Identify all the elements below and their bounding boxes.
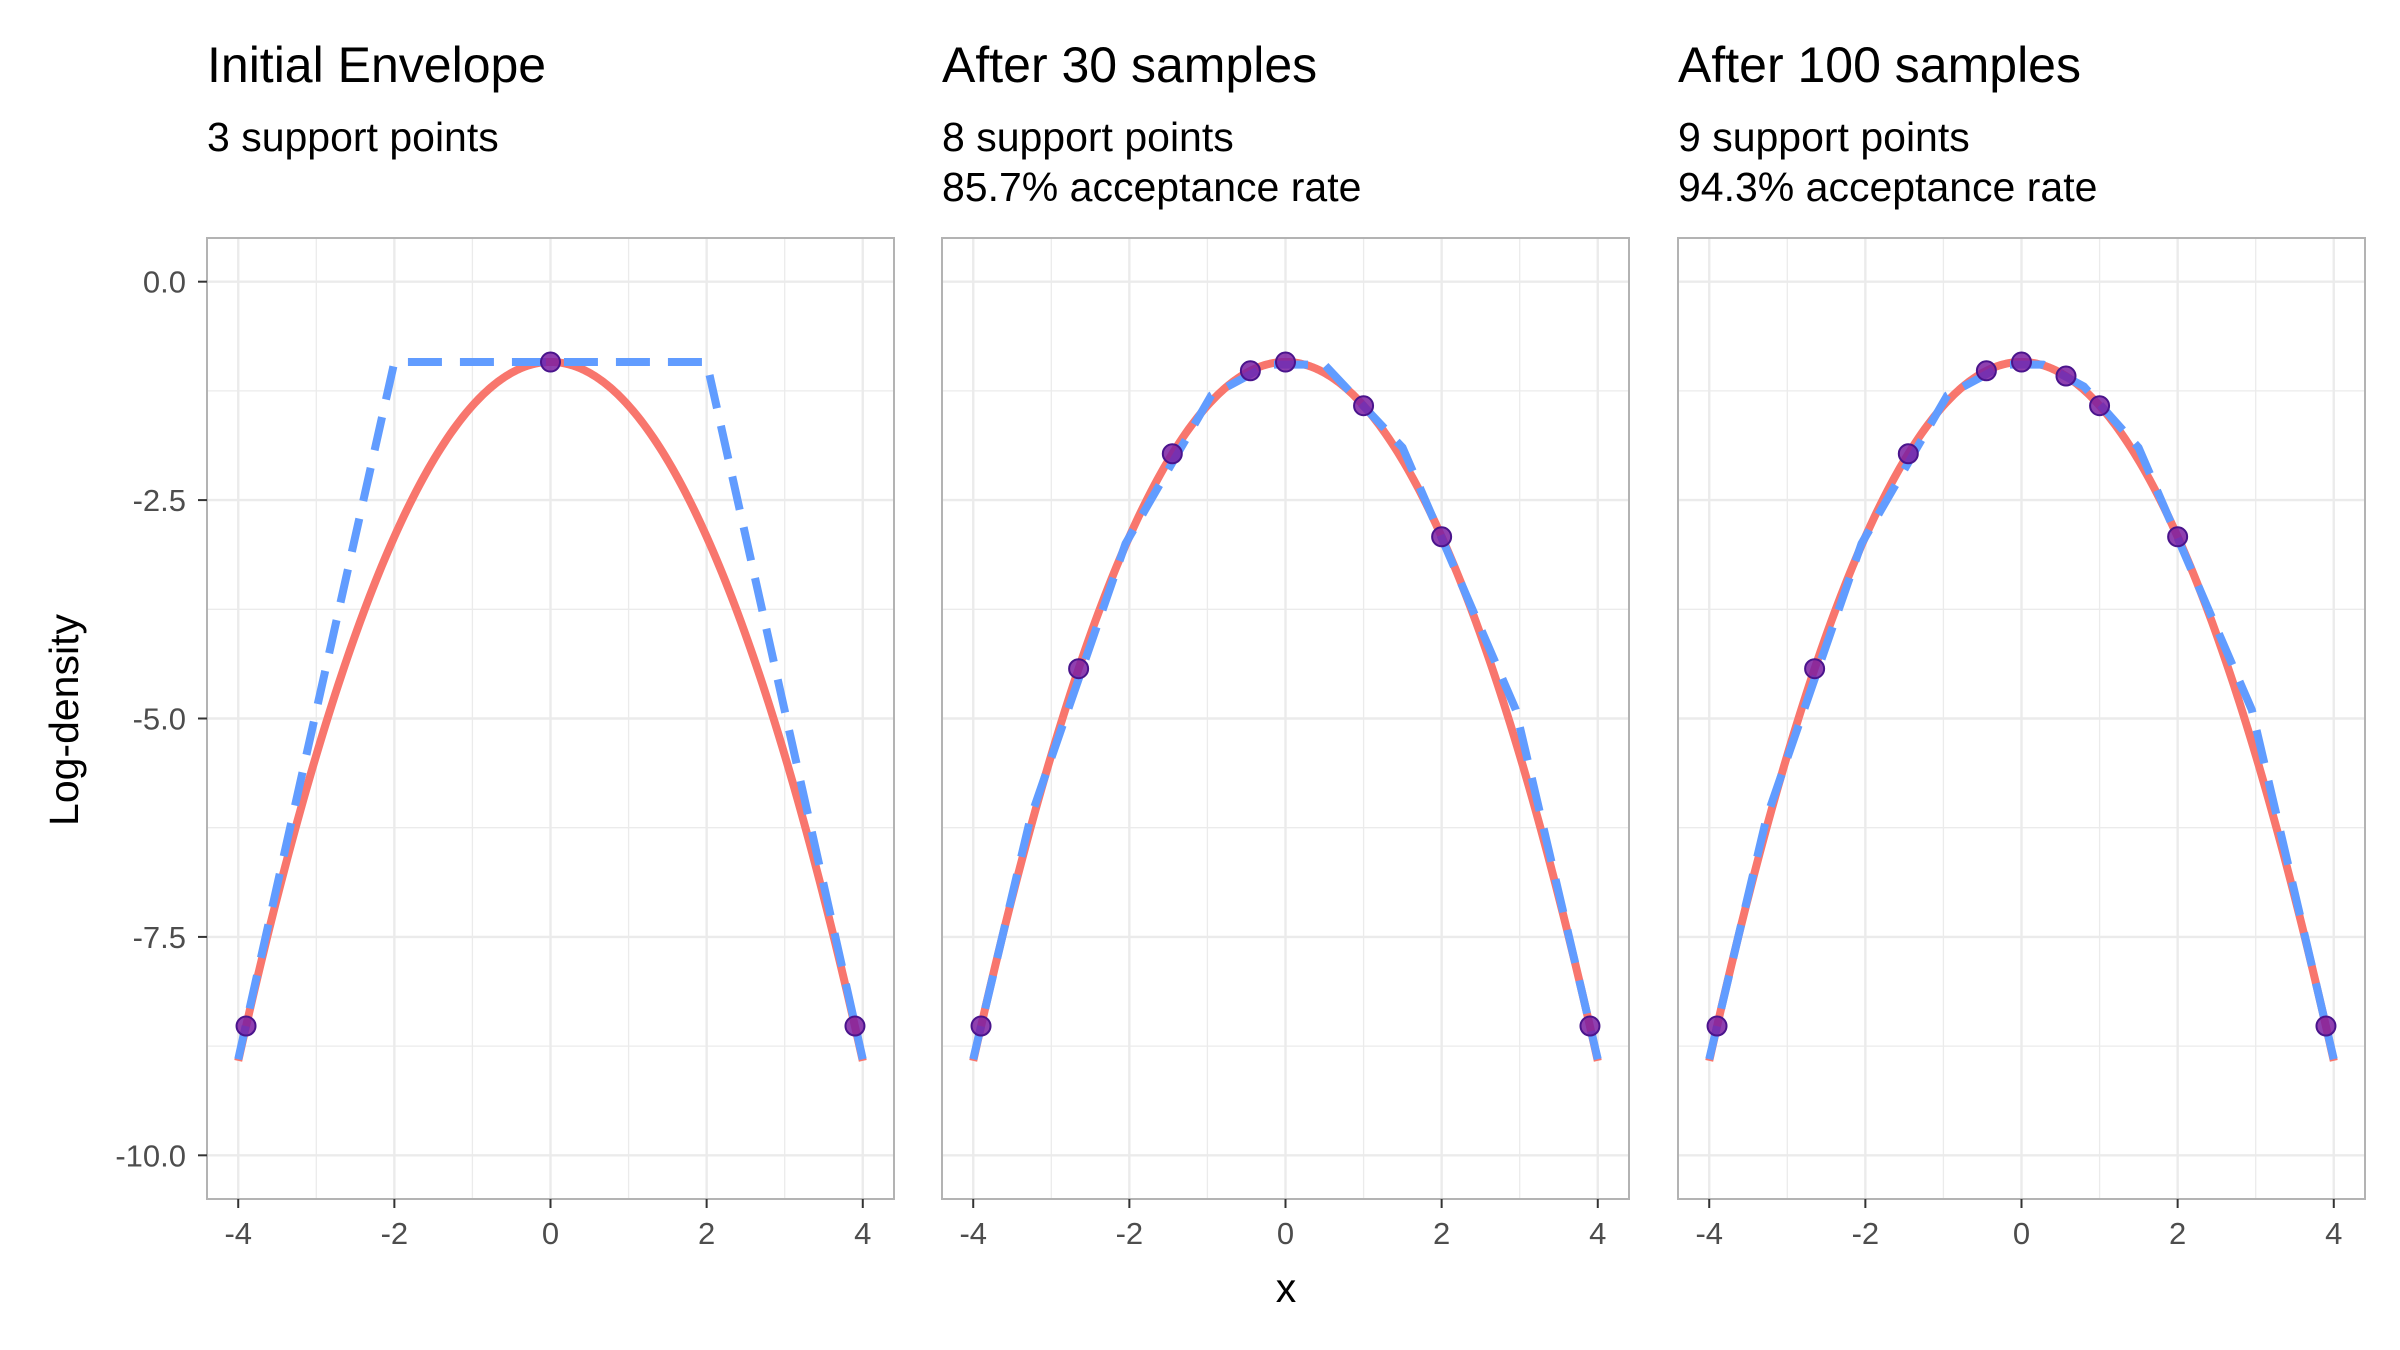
y-tick-label: -7.5 [133,920,186,955]
support-point [235,1015,257,1037]
panel-title: After 100 samples [1678,37,2081,93]
support-point [970,1015,992,1037]
panel-subtitle: 85.7% acceptance rate [942,164,1361,210]
support-point [1804,658,1826,680]
support-point [1975,360,1997,382]
x-tick-label: -4 [959,1216,987,1251]
panel-title: After 30 samples [942,37,1317,93]
x-tick-label: 4 [854,1216,871,1251]
grid [207,238,894,1199]
facet-panels: Initial Envelope 3 support points -4 -2 0 2 4 0… [115,37,2366,1251]
support-point [1161,443,1183,465]
x-tick-label: 2 [698,1216,715,1251]
y-axis-title: Log-density [41,614,87,826]
support-point [1706,1015,1728,1037]
panel-subtitle: 94.3% acceptance rate [1678,164,2097,210]
panel-subtitle: 3 support points [207,114,499,160]
x-tick-label: 0 [2013,1216,2030,1251]
panel-subtitle: 9 support points [1678,114,1970,160]
x-tick-label: -2 [1116,1216,1144,1251]
support-point [1239,360,1261,382]
envelope-line [234,358,867,1061]
x-axis-title: x [1276,1265,1297,1311]
support-point [2315,1015,2337,1037]
x-tick-label: -2 [1852,1216,1880,1251]
y-tick-label: -10.0 [115,1138,186,1173]
x-tick-label: -2 [381,1216,409,1251]
support-point [1579,1015,1601,1037]
support-point [2089,395,2111,417]
support-point [844,1015,866,1037]
support-point [2055,365,2077,387]
support-point [2167,526,2189,548]
x-tick-label: 2 [2169,1216,2186,1251]
x-tick-label: -4 [224,1216,252,1251]
x-tick-label: -4 [1695,1216,1723,1251]
support-point [1068,658,1090,680]
y-tick-label: -5.0 [133,702,186,737]
x-tick-label: 4 [1589,1216,1606,1251]
y-tick-label: 0.0 [143,265,186,300]
support-point [1275,351,1296,373]
x-tick-label: 0 [542,1216,559,1251]
support-point [1353,395,1375,417]
support-point [1431,526,1453,548]
panel-1: Initial Envelope 3 support points -4 -2 0 2 4 0… [115,37,895,1251]
x-tick-label: 0 [1277,1216,1294,1251]
x-tick-label: 4 [2325,1216,2342,1251]
x-tick-label: 2 [1433,1216,1450,1251]
y-tick-label: -2.5 [133,483,186,518]
envelope-line [969,360,1602,1061]
grid [1678,238,2365,1199]
support-point [2011,351,2032,373]
support-point [540,351,561,373]
panel-title: Initial Envelope [207,37,546,93]
support-point [1897,443,1919,465]
panel-subtitle: 8 support points [942,114,1234,160]
